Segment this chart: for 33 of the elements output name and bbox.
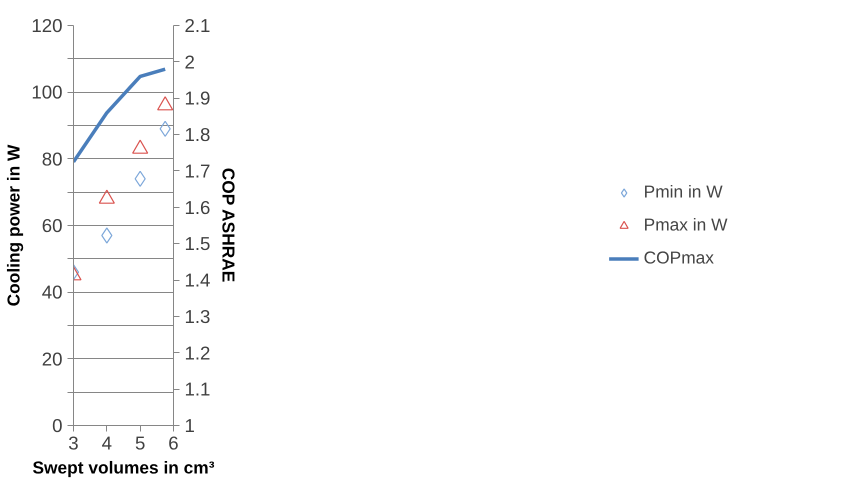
y2-tick-label: 1.2 (184, 342, 210, 364)
y2-tick-label: 1.1 (184, 378, 210, 400)
x-tick-label: 4 (102, 432, 112, 454)
y2-tick-label: 1.3 (184, 306, 210, 327)
x-tick-label: 5 (134, 432, 146, 454)
y-tick-label: 40 (42, 282, 63, 303)
y-tick-label: 100 (31, 82, 63, 103)
y-tick-label: 120 (31, 15, 63, 36)
x-axis-title: Swept volumes in cm³ (32, 458, 215, 478)
y-tick-label: 60 (42, 215, 63, 236)
x-tick-label: 3 (68, 432, 79, 454)
x-tick-label: 6 (168, 432, 179, 454)
y-tick-label: 20 (42, 348, 63, 370)
point (98, 190, 115, 204)
point (132, 140, 148, 154)
legend-label: COPmax (644, 248, 714, 268)
line-series (74, 67, 167, 164)
y-tick-label: 80 (42, 148, 63, 170)
y2-tick-label: 1.9 (184, 88, 210, 109)
y2-tick-label: 2 (184, 51, 195, 72)
y2-tick-label: 1.7 (184, 160, 210, 182)
y-axis-title: Cooling power in W (3, 144, 24, 306)
y2-tick-label: 1.4 (184, 270, 210, 291)
y2-axis-title: COP ASHRAE (218, 168, 238, 282)
y2-tick-label: 1.5 (184, 233, 210, 254)
legend-label: Pmin in W (644, 182, 723, 202)
y-tick-label: 0 (52, 415, 63, 436)
y2-tick-label: 2.1 (184, 15, 210, 36)
y2-tick-label: 1.6 (184, 196, 210, 218)
legend-label: Pmax in W (644, 214, 728, 236)
y2-tick-label: 1 (184, 415, 195, 436)
point (157, 96, 174, 110)
y2-tick-label: 1.8 (184, 124, 210, 146)
